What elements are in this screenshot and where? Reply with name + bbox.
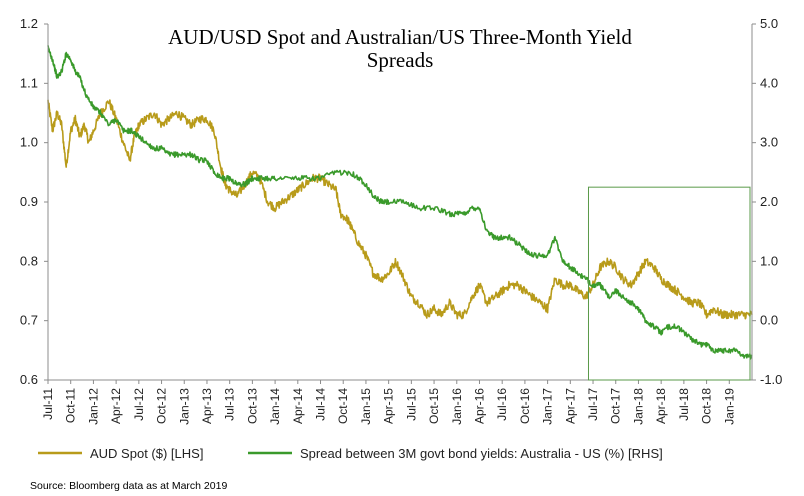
y-right-tick-label: 5.0 [760,16,778,31]
x-axis: Jul-11 Oct-11 Jan-12 Apr-12 Jul-12 Oct-12 Jan-… [41,380,736,425]
x-tick-label: Jan-14 [268,388,282,425]
x-tick-label: Oct-18 [700,388,714,424]
x-tick-label: Jul-12 [132,388,146,421]
x-tick-label: Jul-14 [314,388,328,421]
highlight-box [587,186,751,381]
x-tick-label: Jan-12 [86,388,100,425]
x-tick-label: Jul-16 [495,388,509,421]
x-tick-label: Jul-11 [41,388,55,420]
x-tick-label: Jan-13 [177,388,191,425]
x-tick-label: Jul-13 [223,388,237,421]
x-tick-label: Oct-16 [518,388,532,424]
legend: AUD Spot ($) [LHS] Spread between 3M gov… [38,446,663,461]
y-right-tick-label: 2.0 [760,194,778,209]
source-note: Source: Bloomberg data as at March 2019 [30,480,227,492]
series-yield-spread-line [47,45,753,360]
chart-title-line-2: Spreads [367,48,434,72]
legend-label-spread: Spread between 3M govt bond yields: Aust… [300,446,663,461]
x-tick-label: Apr-16 [472,388,486,424]
x-tick-label: Jan-15 [359,388,373,425]
x-tick-label: Apr-13 [200,388,214,424]
x-tick-label: Jul-18 [677,388,691,421]
y-axis-left: 0.6 0.7 0.8 0.9 1.0 1.1 1.2 [20,16,48,387]
y-right-tick-label: -1.0 [760,372,782,387]
x-tick-label: Apr-15 [382,388,396,424]
y-axis-right: -1.0 0.0 1.0 2.0 3.0 4.0 5.0 [752,16,782,387]
legend-label-aud: AUD Spot ($) [LHS] [90,446,203,461]
y-left-tick-label: 0.8 [20,253,38,268]
x-tick-label: Apr-17 [563,388,577,424]
series-layer [47,45,753,360]
x-tick-label: Jan-18 [631,388,645,425]
y-right-tick-label: 4.0 [760,75,778,90]
x-tick-label: Oct-15 [427,388,441,424]
x-tick-label: Oct-11 [64,388,78,423]
x-tick-label: Jan-16 [450,388,464,425]
y-left-tick-label: 0.6 [20,372,38,387]
chart-title-line-1: AUD/USD Spot and Australian/US Three-Mon… [168,25,632,49]
x-tick-label: Oct-13 [245,388,259,424]
y-right-tick-label: 1.0 [760,253,778,268]
y-right-tick-label: 0.0 [760,313,778,328]
x-tick-label: Apr-14 [291,388,305,424]
y-left-tick-label: 1.1 [20,75,38,90]
x-tick-label: Jul-17 [586,388,600,421]
y-left-tick-label: 0.7 [20,313,38,328]
x-tick-label: Oct-17 [609,388,623,424]
y-left-tick-label: 1.0 [20,135,38,150]
x-tick-label: Apr-12 [109,388,123,424]
series-aud-spot-line [47,99,753,320]
x-tick-label: Apr-18 [654,388,668,424]
x-tick-label: Oct-12 [155,388,169,424]
y-right-tick-label: 3.0 [760,135,778,150]
x-tick-label: Jan-17 [541,388,555,425]
x-tick-label: Oct-14 [336,388,350,424]
axes [47,24,753,381]
x-tick-label: Jul-15 [404,388,418,421]
y-left-tick-label: 0.9 [20,194,38,209]
y-left-tick-label: 1.2 [20,16,38,31]
x-tick-label: Jan-19 [722,388,736,425]
